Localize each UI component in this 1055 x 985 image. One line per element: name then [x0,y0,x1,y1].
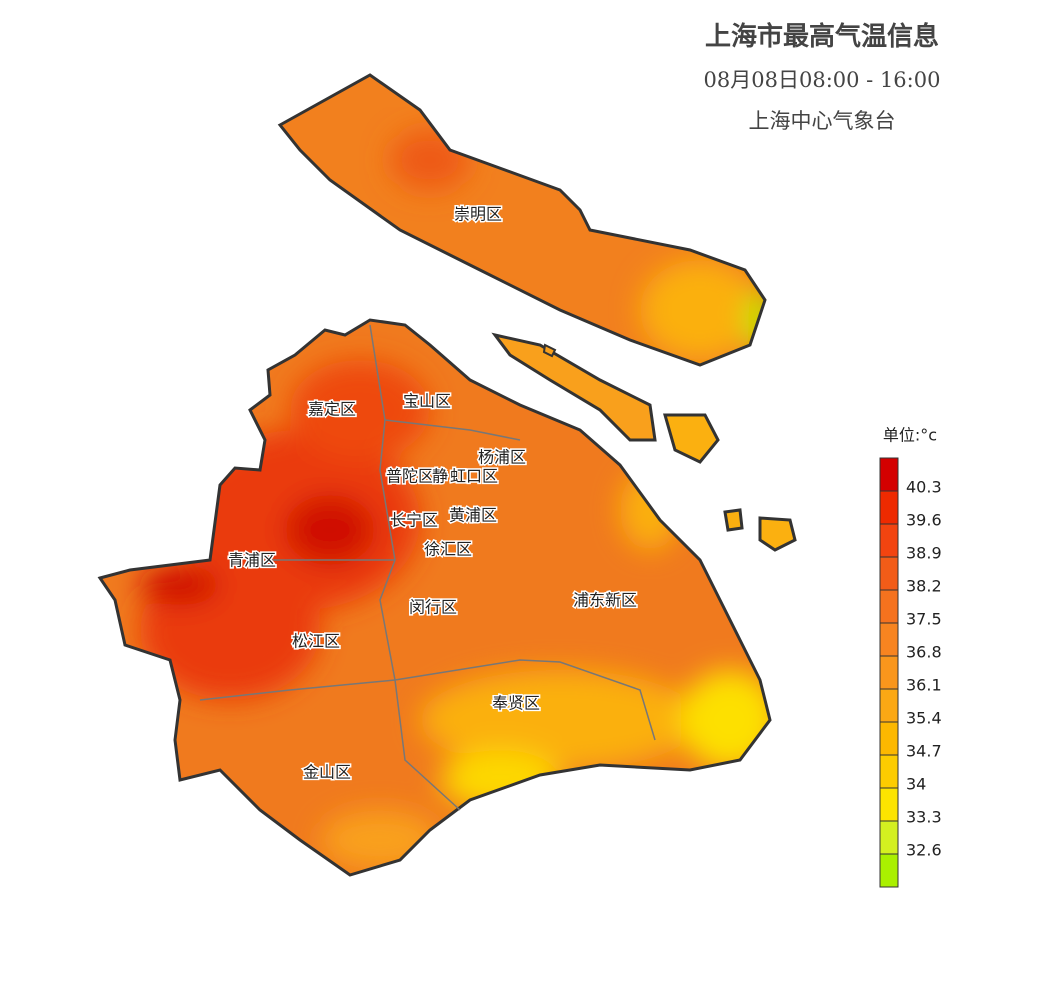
chongming [280,75,765,365]
legend: 40.3 39.6 38.9 38.2 37.5 36.8 36.1 35.4 34.7 34 33… [879,457,942,888]
district-label: 嘉定区 [308,400,356,419]
district-label: 徐汇区 [424,540,472,559]
islet [758,516,797,552]
district-label: 青浦区 [228,551,276,570]
legend-tick-label: 38.9 [906,544,942,563]
district-label: 金山区 [303,763,351,782]
legend-tick-label: 39.6 [906,511,942,530]
chongming-outline [277,73,767,367]
district-label: 静 [432,467,448,486]
legend-swatch [880,821,898,854]
district-label: 奉贤区 [492,694,540,713]
legend-tick-label: 34 [906,775,926,794]
mainland-outline [97,318,772,877]
legend-tick-label: 37.5 [906,610,942,629]
district-label: 闵行区 [409,598,457,617]
district-label: 长宁区 [390,511,438,530]
legend-swatch [880,656,898,689]
legend-tick-label: 36.8 [906,643,942,662]
district-label: 松江区 [292,632,340,651]
title: 上海市最高气温信息 [705,21,939,52]
time-range: 08月08日08:00 - 16:00 [704,68,941,92]
legend-swatch [880,854,898,887]
legend-swatch [880,755,898,788]
legend-swatch [880,557,898,590]
legend-tick-label: 33.3 [906,808,942,827]
legend-tick-label: 38.2 [906,577,942,596]
changxing-island [491,332,657,442]
legend-swatch [880,788,898,821]
legend-tick-label: 36.1 [906,676,942,695]
district-label: 黄浦区 [449,506,497,525]
district-label: 虹口区 [450,467,498,486]
legend-swatch [880,491,898,524]
legend-unit: 单位:°c [883,426,937,445]
source: 上海中心气象台 [749,109,896,133]
district-label: 普陀区 [386,467,434,486]
legend-swatch [880,689,898,722]
legend-frame [879,457,899,888]
islet [723,508,744,532]
legend-swatch [880,524,898,557]
legend-tick-label: 35.4 [906,709,942,728]
legend-tick-label: 32.6 [906,841,942,860]
legend-swatch [880,458,898,491]
hengsha-island [663,413,720,464]
legend-swatch [880,590,898,623]
legend-tick-label: 40.3 [906,478,942,497]
district-label: 宝山区 [403,392,451,411]
district-label: 杨浦区 [478,448,526,467]
legend-tick-label: 34.7 [906,742,942,761]
islet [542,343,557,358]
legend-swatch [880,722,898,755]
district-label: 浦东新区 [573,591,637,610]
district-label: 崇明区 [454,205,502,224]
legend-swatch [880,623,898,656]
district-borders [199,324,656,811]
